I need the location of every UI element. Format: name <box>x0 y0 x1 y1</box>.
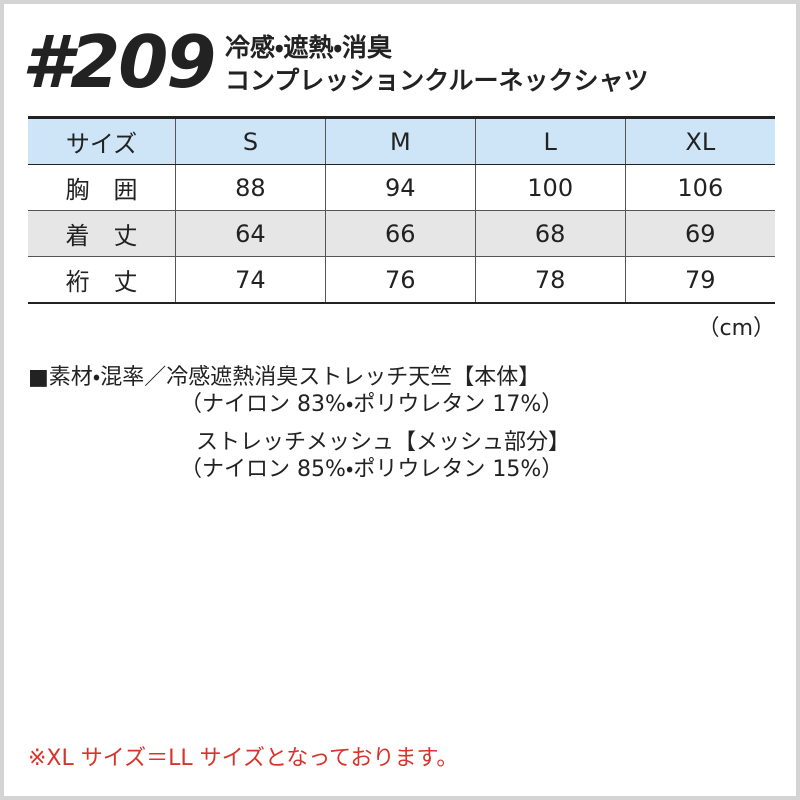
table-body: 胸 囲 88 94 100 106 着 丈 64 66 68 69 裄 丈 74 76 78 79 <box>28 164 775 304</box>
table-row: 裄 丈 74 76 78 79 <box>28 256 775 304</box>
column-header: L <box>474 116 626 165</box>
table-row: 着 丈 64 66 68 69 <box>28 210 775 257</box>
materials-line: （ナイロン 83%・ポリウレタン 17%） <box>180 392 564 417</box>
table-cell: 79 <box>624 256 775 304</box>
column-header: サイズ <box>28 116 176 165</box>
unit: （cm） <box>697 316 775 341</box>
table-cell: 64 <box>175 210 326 257</box>
column-header: S <box>175 116 326 165</box>
row-header: 着 丈 <box>28 210 176 257</box>
materials-line: ストレッチメッシュ【メッシュ部分】 <box>196 430 571 455</box>
product-number: #209 <box>22 20 216 104</box>
materials-line: （ナイロン 85%・ポリウレタン 15%） <box>180 457 564 482</box>
row-header: 裄 丈 <box>28 256 176 304</box>
table-cell: 69 <box>624 210 775 257</box>
size-table: サイズ S M L XL 胸 囲 88 94 100 106 着 丈 64 66 68 69 裄 丈 74 76… <box>28 116 775 304</box>
header-row: サイズ S M L XL <box>28 116 775 165</box>
table-cell: 100 <box>474 164 626 211</box>
table-cell: 94 <box>324 164 476 211</box>
row-header: 胸 囲 <box>28 164 176 211</box>
materials-line: ■素材・混率／冷感遮熱消臭ストレッチ天竺【本体】 <box>28 365 541 390</box>
table-cell: 76 <box>324 256 476 304</box>
subtitle: 冷感・遮熱・消臭 <box>225 33 393 62</box>
table-cell: 68 <box>474 210 626 257</box>
table-cell: 78 <box>474 256 626 304</box>
note: ※XL サイズ＝LL サイズとなっております。 <box>28 746 459 771</box>
table-cell: 66 <box>324 210 476 257</box>
table-cell: 74 <box>175 256 326 304</box>
subtitle: コンプレッションクルーネックシャツ <box>225 66 649 95</box>
table-cell: 88 <box>175 164 326 211</box>
table-row: 胸 囲 88 94 100 106 <box>28 164 775 211</box>
column-header: XL <box>624 116 775 165</box>
column-header: M <box>324 116 476 165</box>
table-cell: 106 <box>624 164 775 211</box>
